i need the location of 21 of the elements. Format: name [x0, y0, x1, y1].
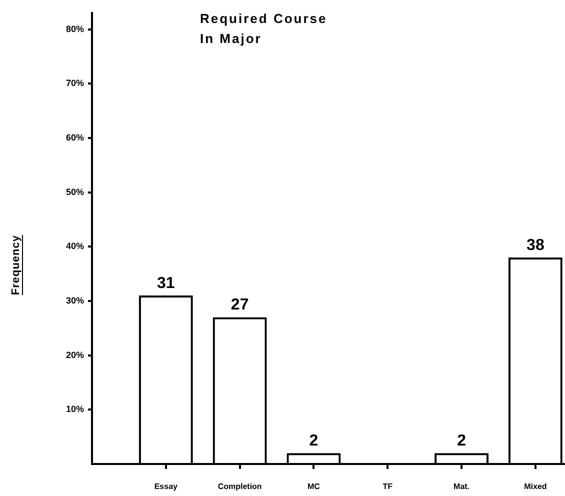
- data-label: 31: [157, 274, 175, 292]
- y-tick-label: 20%: [66, 350, 84, 360]
- data-label: 38: [526, 236, 544, 254]
- x-tick-label: Mat.: [454, 482, 470, 492]
- x-tick-label: Essay: [154, 482, 178, 492]
- y-tick-label: 80%: [66, 24, 84, 34]
- data-label: 27: [230, 296, 249, 314]
- x-tick-label: Completion: [218, 482, 262, 492]
- data-label: 2: [309, 432, 318, 450]
- y-tick-label: 40%: [66, 241, 84, 252]
- y-tick-label: 50%: [66, 186, 84, 197]
- text: Required Course In Major: [200, 10, 328, 48]
- y-tick-label: 70%: [66, 78, 84, 88]
- y-tick-label: 30%: [66, 295, 84, 306]
- y-tick-label: 10%: [66, 404, 84, 414]
- x-tick-label: TF: [382, 482, 393, 492]
- x-tick-label: Mixed: [524, 482, 547, 492]
- y-axis-title: Frequency: [10, 235, 22, 296]
- x-tick-label: MC: [307, 482, 320, 492]
- y-tick-label: 60%: [66, 132, 84, 142]
- data-label: 2: [457, 432, 466, 450]
